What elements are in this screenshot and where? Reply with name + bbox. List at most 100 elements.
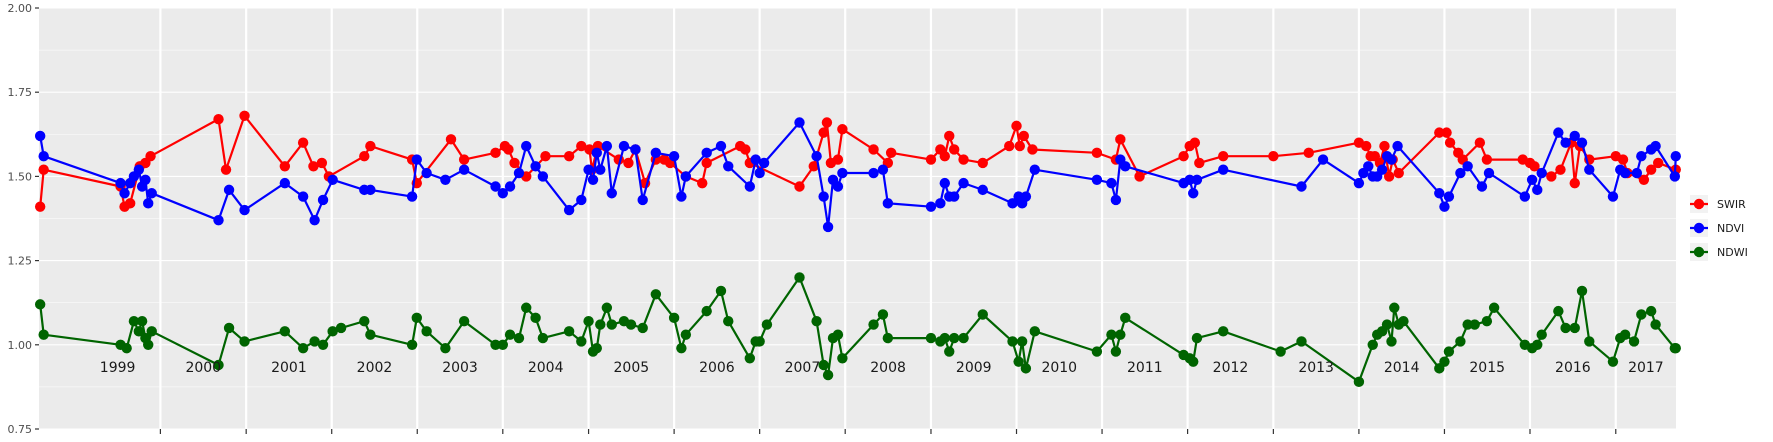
- data-point: [1106, 329, 1117, 340]
- year-label: 2001: [271, 360, 307, 376]
- data-point: [145, 150, 156, 162]
- data-point: [606, 319, 617, 330]
- data-point: [445, 134, 457, 145]
- data-point: [1218, 326, 1229, 337]
- data-point: [365, 140, 376, 152]
- data-point: [882, 198, 894, 209]
- data-point: [279, 177, 291, 189]
- year-label: 2003: [442, 360, 478, 376]
- data-point: [1455, 167, 1466, 179]
- data-point: [1481, 154, 1493, 165]
- data-point: [1636, 150, 1647, 162]
- data-point: [1434, 127, 1445, 138]
- data-point: [1386, 336, 1397, 347]
- data-point: [38, 150, 49, 162]
- data-point: [513, 332, 525, 344]
- data-point: [808, 161, 819, 172]
- data-point: [1317, 154, 1329, 165]
- data-point: [1670, 342, 1681, 354]
- data-point: [625, 319, 637, 330]
- data-point: [1536, 329, 1547, 340]
- data-point: [740, 144, 751, 155]
- data-point: [504, 181, 516, 192]
- data-point: [1134, 171, 1145, 182]
- data-point: [1636, 309, 1647, 320]
- data-point: [595, 319, 606, 330]
- data-point: [317, 194, 329, 206]
- data-point: [680, 171, 692, 182]
- data-point: [1188, 356, 1199, 367]
- data-point: [213, 214, 224, 226]
- data-point: [1007, 336, 1018, 347]
- data-point: [1353, 376, 1365, 388]
- data-point: [223, 184, 235, 196]
- data-point: [754, 336, 765, 347]
- data-point: [948, 144, 960, 155]
- data-point: [1607, 356, 1619, 367]
- year-label: 2006: [699, 360, 735, 376]
- data-point: [1016, 336, 1028, 347]
- data-point: [723, 316, 734, 327]
- data-point: [34, 201, 46, 212]
- year-labels: 1999 2000 2001 2002 2003 2004 2005 2006 2007 2008…: [100, 360, 1664, 376]
- data-point: [239, 336, 250, 347]
- year-label: 2016: [1555, 360, 1591, 376]
- data-point: [1268, 150, 1279, 162]
- data-point: [723, 161, 734, 172]
- data-point: [1455, 336, 1466, 347]
- data-point: [958, 177, 969, 189]
- data-point: [1476, 181, 1488, 192]
- data-point: [1110, 346, 1122, 357]
- data-point: [925, 332, 937, 344]
- data-point: [1434, 188, 1445, 199]
- data-point: [119, 188, 130, 199]
- data-point: [701, 305, 712, 317]
- data-point: [1619, 167, 1631, 179]
- data-point: [637, 194, 648, 206]
- data-point: [939, 177, 950, 189]
- year-label: 2008: [870, 360, 906, 376]
- data-point: [680, 329, 692, 340]
- data-point: [406, 191, 418, 202]
- data-point: [1389, 302, 1400, 313]
- data-point: [794, 117, 805, 128]
- series-ndvi: [34, 117, 1681, 233]
- data-point: [676, 191, 687, 202]
- legend-key-point: [1693, 222, 1705, 234]
- data-point: [1029, 164, 1040, 175]
- data-point: [676, 342, 687, 354]
- year-label: 2010: [1041, 360, 1077, 376]
- data-point: [1628, 336, 1640, 347]
- data-point: [1379, 140, 1390, 152]
- data-point: [587, 174, 599, 185]
- data-point: [668, 312, 680, 324]
- data-point: [832, 154, 844, 165]
- data-point: [530, 312, 541, 324]
- data-point: [213, 359, 224, 371]
- data-point: [1670, 150, 1681, 162]
- data-point: [1569, 322, 1580, 334]
- data-point: [530, 161, 541, 172]
- data-point: [977, 309, 988, 320]
- data-point: [1488, 302, 1500, 313]
- data-point: [490, 147, 501, 159]
- data-point: [213, 113, 224, 125]
- year-label: 2005: [614, 360, 650, 376]
- data-point: [143, 198, 154, 209]
- data-point: [133, 164, 145, 175]
- data-point: [591, 342, 602, 354]
- data-point: [637, 322, 648, 334]
- data-point: [223, 322, 235, 334]
- data-point: [421, 326, 432, 337]
- data-point: [359, 150, 370, 162]
- y-tick-label: 1.50: [8, 170, 33, 183]
- data-point: [1569, 130, 1580, 142]
- data-point: [1014, 140, 1025, 152]
- data-point: [715, 285, 727, 297]
- data-point: [885, 147, 897, 159]
- data-point: [701, 157, 712, 169]
- y-tick-label: 2.00: [8, 2, 33, 15]
- data-point: [1584, 336, 1595, 347]
- data-point: [121, 342, 132, 354]
